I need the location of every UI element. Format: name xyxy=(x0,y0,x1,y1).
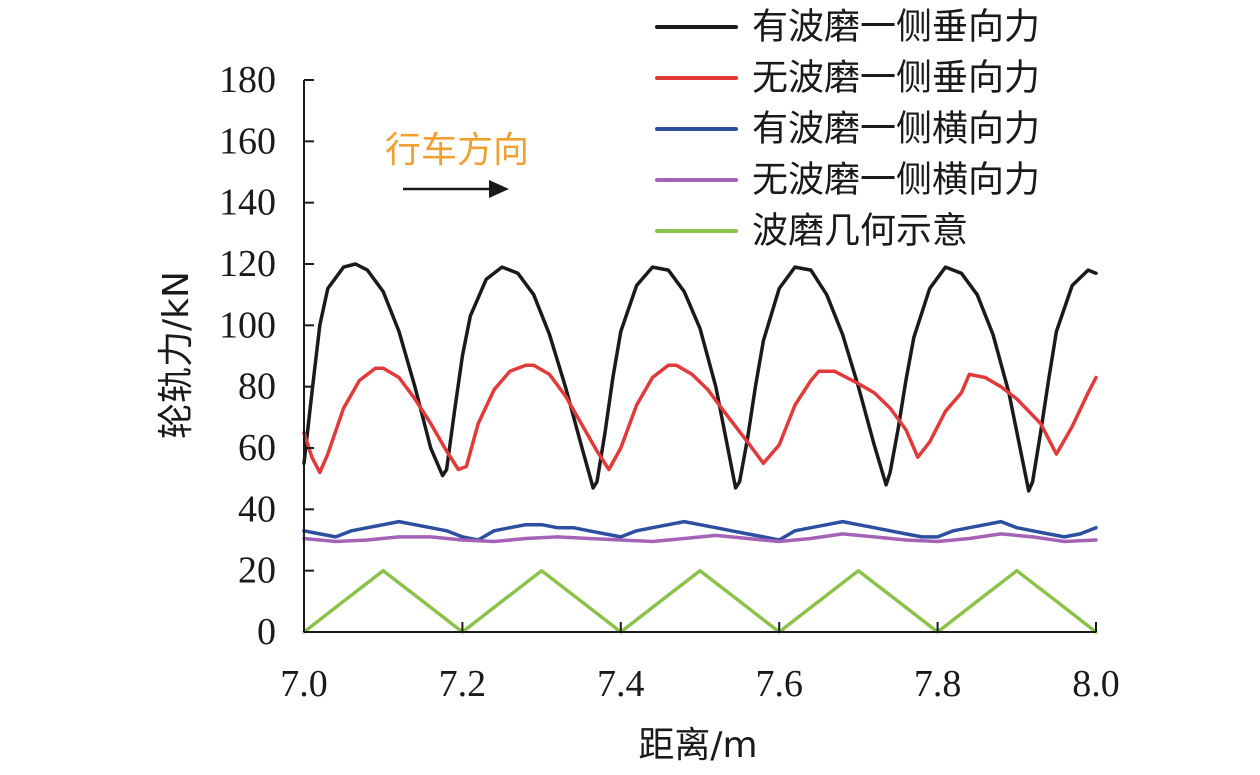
y-tick-label: 80 xyxy=(238,366,276,408)
y-axis-title: 轮轨力/kN xyxy=(156,271,197,439)
y-tick-label: 20 xyxy=(238,550,276,592)
axes xyxy=(303,80,1096,633)
y-tick-label: 40 xyxy=(238,488,276,530)
x-axis-title: 距离/m xyxy=(638,725,757,766)
direction-arrow-head xyxy=(489,180,509,198)
legend-label: 无波磨一侧横向力 xyxy=(752,160,1040,201)
x-tick-label: 7.4 xyxy=(597,663,645,705)
direction-arrow xyxy=(403,180,509,198)
legend-label: 无波磨一侧垂向力 xyxy=(752,58,1040,99)
y-tick-label: 180 xyxy=(219,59,276,101)
legend-label: 波磨几何示意 xyxy=(752,211,968,252)
legend-label: 有波磨一侧横向力 xyxy=(752,109,1040,150)
ticks: 0 20 40 60 80 100 120 140 160 180 7.0 7.2 7.4 7.6 7.8 8… xyxy=(219,59,1120,705)
series-line-2 xyxy=(302,363,1098,475)
y-tick-label: 100 xyxy=(219,304,276,346)
x-tick-label: 7.8 xyxy=(914,663,962,705)
series-line-3 xyxy=(302,519,1098,542)
y-tick-label: 140 xyxy=(219,182,276,224)
series-line-4 xyxy=(302,532,1098,544)
y-tick-label: 160 xyxy=(219,120,276,162)
y-tick-label: 60 xyxy=(238,427,276,469)
y-tick-label: 0 xyxy=(257,611,276,653)
x-tick-label: 7.0 xyxy=(280,663,328,705)
series-line-1 xyxy=(302,262,1098,493)
y-tick-label: 120 xyxy=(219,243,276,285)
x-tick-label: 8.0 xyxy=(1072,663,1120,705)
x-tick-label: 7.6 xyxy=(755,663,803,705)
legend-label: 有波磨一侧垂向力 xyxy=(752,7,1040,48)
plot-marks xyxy=(302,262,1098,634)
direction-annotation: 行车方向 xyxy=(385,130,529,171)
x-tick-label: 7.2 xyxy=(439,663,487,705)
series-line-5 xyxy=(302,568,1098,634)
